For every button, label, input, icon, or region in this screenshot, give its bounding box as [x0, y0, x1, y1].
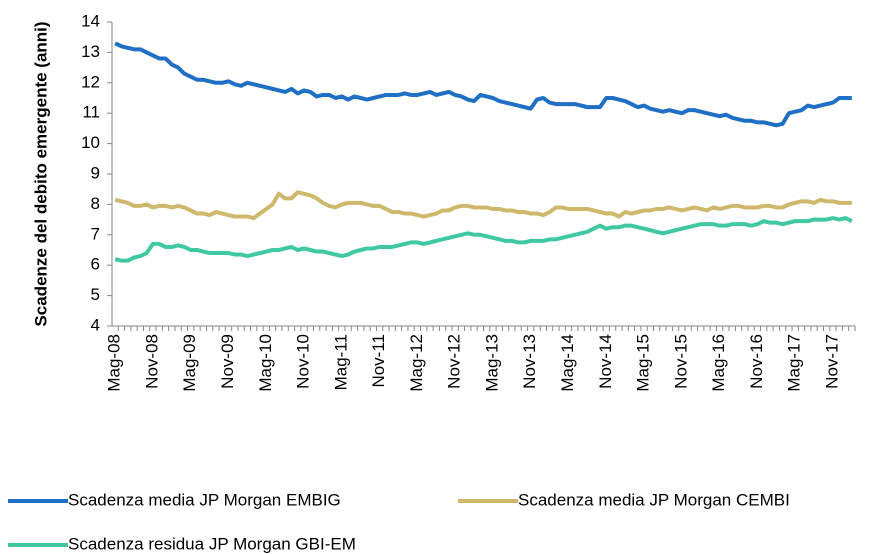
x-tick-label: Nov-09: [218, 334, 237, 389]
y-tick-label: 12: [81, 72, 100, 91]
y-tick-label: 11: [82, 103, 100, 122]
x-tick-label: Mag-17: [785, 334, 804, 392]
legend-label: Scadenza media JP Morgan EMBIG: [68, 490, 341, 509]
series-line: [114, 41, 852, 128]
y-tick-label: 9: [91, 163, 100, 182]
series-line: [114, 216, 853, 263]
x-tick-label: Mag-16: [709, 334, 728, 392]
x-tick-label: Mag-13: [482, 334, 501, 392]
x-tick-label: Nov-08: [142, 334, 161, 389]
legend-label: Scadenza residua JP Morgan GBI-EM: [68, 534, 356, 553]
y-tick-label: 10: [81, 133, 100, 152]
legend-label: Scadenza media JP Morgan CEMBI: [518, 490, 790, 509]
x-tick-label: Nov-12: [445, 334, 464, 389]
x-tick-label: Mag-12: [407, 334, 426, 392]
y-tick-label: 4: [91, 315, 100, 334]
y-axis-title: Scadenze del debito emergente (anni): [31, 21, 50, 326]
x-tick-label: Nov-11: [369, 334, 388, 388]
x-tick-label: Nov-16: [747, 334, 766, 389]
x-tick-label: Nov-15: [671, 334, 690, 389]
y-tick-label: 7: [91, 224, 100, 243]
x-tick-label: Mag-10: [256, 334, 275, 392]
x-tick-label: Nov-17: [822, 334, 841, 389]
x-tick-label: Mag-11: [331, 334, 350, 390]
x-tick-label: Nov-14: [596, 334, 615, 389]
series-line: [114, 190, 852, 221]
x-tick-label: Mag-09: [180, 334, 199, 392]
x-tick-label: Mag-14: [558, 334, 577, 392]
y-tick-label: 6: [91, 255, 100, 274]
x-tick-label: Mag-15: [634, 334, 653, 392]
y-tick-label: 8: [91, 194, 100, 213]
x-tick-label: Mag-08: [105, 334, 124, 392]
y-tick-label: 5: [91, 285, 100, 304]
x-tick-label: Nov-10: [294, 334, 313, 389]
x-tick-label: Nov-13: [520, 334, 539, 389]
y-tick-label: 13: [81, 42, 100, 61]
y-tick-label: 14: [81, 11, 100, 30]
